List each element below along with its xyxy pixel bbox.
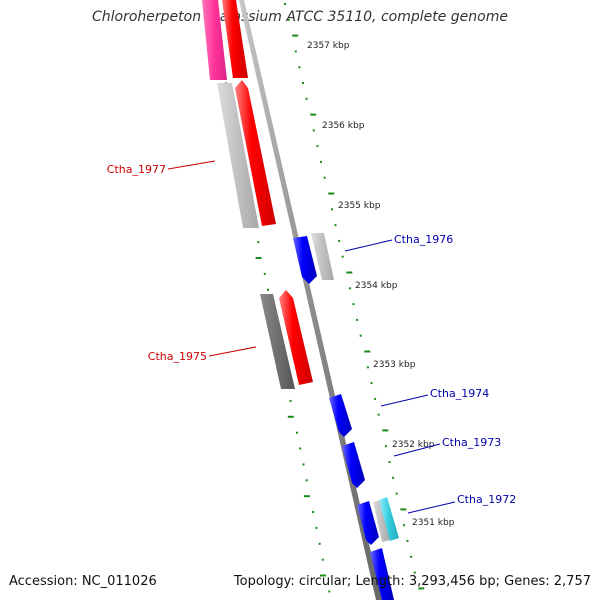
minor-tick [366, 366, 369, 369]
minor-tick [296, 431, 298, 434]
minor-tick [410, 555, 413, 558]
gene-ctha-1972-gray [373, 500, 390, 542]
outer-tick-track [284, 3, 425, 590]
gene-ctha-1972-blue [357, 501, 379, 545]
leader-line [344, 239, 393, 252]
major-tick [320, 574, 326, 577]
scale-label: 2352 kbp [392, 440, 435, 450]
minor-tick [299, 447, 302, 450]
minor-tick [298, 66, 301, 69]
minor-tick [341, 255, 344, 258]
minor-tick [323, 176, 326, 179]
gene-label-ctha-1976[interactable]: Ctha_1976 [394, 233, 453, 246]
gene-ctha-1976-gray [311, 233, 334, 280]
major-tick [364, 350, 371, 353]
minor-tick [356, 318, 359, 321]
reverse-strand-genes [202, 0, 313, 389]
minor-tick [348, 287, 351, 290]
pseudo-gene-block [202, 0, 227, 80]
minor-tick [312, 511, 315, 513]
gene-bottom-blue [370, 548, 394, 600]
minor-tick [312, 129, 315, 132]
major-tick [310, 113, 317, 116]
scale-label: 2353 kbp [373, 360, 416, 370]
map-title: Chloroherpeton thalassium ATCC 35110, co… [92, 9, 508, 25]
minor-tick [374, 397, 377, 400]
scale-labels: 2357 kbp 2356 kbp 2355 kbp 2354 kbp 2353… [307, 41, 455, 528]
minor-tick [318, 542, 321, 545]
minor-tick [287, 18, 290, 21]
minor-tick [328, 590, 331, 593]
minor-tick [384, 445, 387, 448]
minor-tick [320, 160, 322, 163]
scale-label: 2354 kbp [355, 281, 398, 291]
gene-ctha-1977-gray [217, 83, 259, 228]
minor-tick [302, 82, 304, 84]
major-tick [255, 257, 262, 259]
leader-line [167, 160, 216, 170]
scale-label: 2357 kbp [307, 41, 350, 51]
major-tick [400, 508, 407, 511]
minor-tick [330, 208, 333, 211]
minor-tick [338, 239, 341, 242]
gene-label-ctha-1975[interactable]: Ctha_1975 [148, 350, 207, 363]
gene-ctha-1977 [235, 80, 276, 226]
leader-line [393, 443, 441, 457]
minor-tick [263, 272, 266, 275]
gene-block-red-top [222, 0, 248, 78]
gene-ctha-1975-gray [260, 294, 295, 389]
gene-label-ctha-1974[interactable]: Ctha_1974 [430, 387, 489, 400]
major-tick [418, 587, 425, 590]
forward-strand-genes [293, 233, 399, 600]
gene-ctha-1976 [293, 236, 317, 284]
scale-label: 2356 kbp [322, 121, 365, 131]
major-tick [292, 34, 299, 37]
gene-label-ctha-1972[interactable]: Ctha_1972 [457, 493, 516, 506]
leader-line [208, 346, 257, 357]
gene-ctha-1972 [379, 497, 399, 541]
minor-tick [413, 571, 416, 574]
major-tick [346, 271, 353, 274]
major-tick [287, 415, 294, 418]
major-tick [382, 429, 389, 432]
minor-tick [321, 558, 324, 561]
minor-tick [370, 382, 373, 385]
gene-ctha-1974 [329, 394, 352, 437]
leader-line [407, 501, 456, 514]
gene-label-ctha-1977[interactable]: Ctha_1977 [107, 163, 166, 176]
major-tick [328, 192, 335, 195]
minor-tick [257, 241, 260, 244]
gene-ctha-1973 [342, 442, 365, 488]
minor-tick [284, 3, 286, 5]
minor-tick [302, 463, 305, 466]
minor-tick [334, 224, 337, 227]
minor-tick [388, 461, 391, 463]
minor-tick [406, 540, 409, 542]
minor-tick [359, 334, 362, 337]
minor-tick [352, 303, 355, 306]
gene-label-ctha-1973[interactable]: Ctha_1973 [442, 436, 501, 449]
minor-tick [402, 524, 405, 527]
gene-labels: Ctha_1977 Ctha_1976 Ctha_1975 Ctha_1974 … [107, 160, 516, 514]
accession-text: Accession: NC_011026 [9, 574, 157, 589]
minor-tick [294, 50, 297, 53]
major-tick [303, 495, 310, 498]
leader-line [380, 394, 429, 407]
minor-tick [315, 526, 318, 529]
minor-tick [377, 413, 380, 416]
minor-tick [305, 97, 308, 100]
minor-tick [395, 492, 398, 495]
minor-tick [289, 399, 292, 402]
scale-label: 2355 kbp [338, 201, 381, 211]
minor-tick [305, 479, 308, 482]
minor-tick [392, 476, 395, 479]
gene-ctha-1975 [279, 290, 313, 385]
genome-summary-text: Topology: circular; Length: 3,293,456 bp… [233, 574, 591, 589]
scale-label: 2351 kbp [412, 518, 455, 528]
minor-tick [316, 145, 319, 148]
minor-tick [267, 288, 269, 291]
